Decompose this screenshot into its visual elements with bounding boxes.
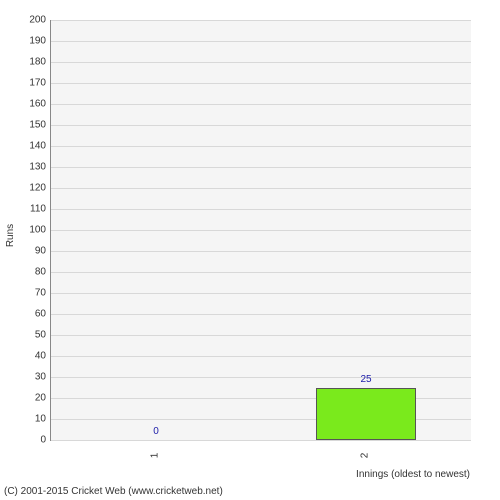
- y-tick-label: 10: [16, 414, 46, 425]
- gridline: [51, 377, 471, 378]
- gridline: [51, 41, 471, 42]
- y-tick-label: 120: [16, 183, 46, 194]
- y-tick-label: 80: [16, 267, 46, 278]
- y-tick-label: 30: [16, 372, 46, 383]
- y-tick-label: 50: [16, 330, 46, 341]
- y-tick-label: 110: [16, 204, 46, 215]
- x-tick-label: 2: [360, 446, 371, 466]
- x-axis-label: Innings (oldest to newest): [356, 469, 470, 480]
- gridline: [51, 335, 471, 336]
- gridline: [51, 272, 471, 273]
- y-tick-label: 180: [16, 57, 46, 68]
- gridline: [51, 440, 471, 441]
- chart-container: 0 25 Runs Innings (oldest to newest) (C) …: [0, 0, 500, 500]
- bar-value-label: 0: [153, 426, 159, 437]
- y-tick-label: 190: [16, 36, 46, 47]
- plot-area: 0 25: [50, 20, 471, 441]
- gridline: [51, 356, 471, 357]
- y-tick-label: 200: [16, 15, 46, 26]
- gridline: [51, 104, 471, 105]
- y-tick-label: 90: [16, 246, 46, 257]
- x-tick-label: 1: [150, 446, 161, 466]
- gridline: [51, 188, 471, 189]
- y-tick-label: 100: [16, 225, 46, 236]
- gridline: [51, 209, 471, 210]
- y-tick-label: 20: [16, 393, 46, 404]
- gridline: [51, 20, 471, 21]
- y-tick-label: 150: [16, 120, 46, 131]
- gridline: [51, 62, 471, 63]
- y-tick-label: 140: [16, 141, 46, 152]
- y-tick-label: 70: [16, 288, 46, 299]
- y-axis-label: Runs: [5, 224, 16, 247]
- gridline: [51, 314, 471, 315]
- gridline: [51, 146, 471, 147]
- gridline: [51, 83, 471, 84]
- y-tick-label: 40: [16, 351, 46, 362]
- bar: [316, 388, 417, 441]
- gridline: [51, 125, 471, 126]
- gridline: [51, 293, 471, 294]
- y-tick-label: 130: [16, 162, 46, 173]
- y-tick-label: 60: [16, 309, 46, 320]
- y-tick-label: 0: [16, 435, 46, 446]
- bar-value-label: 25: [360, 374, 371, 385]
- gridline: [51, 167, 471, 168]
- y-tick-label: 170: [16, 78, 46, 89]
- gridline: [51, 230, 471, 231]
- gridline: [51, 251, 471, 252]
- copyright-text: (C) 2001-2015 Cricket Web (www.cricketwe…: [4, 486, 223, 497]
- y-tick-label: 160: [16, 99, 46, 110]
